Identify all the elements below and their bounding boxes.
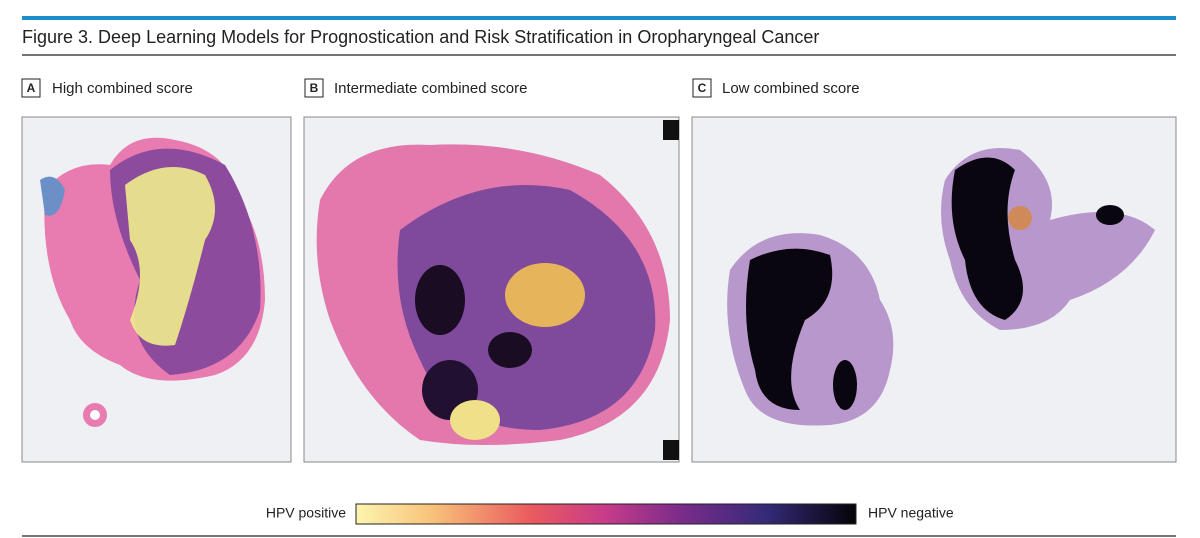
- panel-caption: Low combined score: [722, 80, 860, 97]
- panel-caption: Intermediate combined score: [334, 80, 527, 97]
- colorbar-low-label: HPV positive: [266, 505, 346, 521]
- figure-title: Figure 3. Deep Learning Models for Progn…: [22, 27, 819, 47]
- panel-labels: A High combined score B Intermediate com…: [21, 78, 860, 98]
- letter-box: [692, 78, 712, 98]
- panel-b-image: [303, 116, 680, 463]
- panel-letter: B: [310, 81, 319, 95]
- panel-letter: C: [698, 81, 707, 95]
- top-rule: [22, 16, 1176, 20]
- panel-caption: High combined score: [52, 80, 193, 97]
- colorbar-high-label: HPV negative: [868, 505, 954, 521]
- panel-a-image: [21, 116, 292, 463]
- panel-c-image: [691, 116, 1177, 463]
- letter-box: [21, 78, 41, 98]
- letter-box: [304, 78, 324, 98]
- colorbar: [355, 503, 857, 525]
- panel-letter: A: [27, 81, 36, 95]
